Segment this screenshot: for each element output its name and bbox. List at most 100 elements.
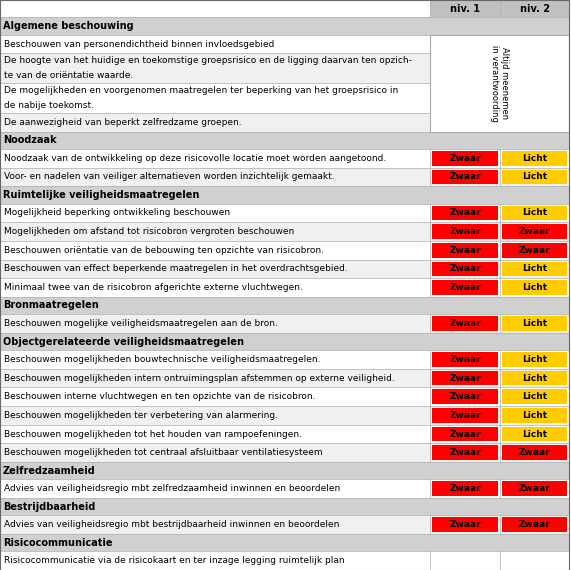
Bar	[0, 186, 569, 203]
Bar	[0, 278, 430, 297]
Text: Zelfredzaamheid: Zelfredzaamheid	[3, 466, 96, 475]
Bar	[0, 222, 430, 241]
Text: niv. 2: niv. 2	[520, 3, 549, 14]
Text: Licht: Licht	[522, 411, 547, 420]
Text: Zwaar: Zwaar	[449, 430, 481, 438]
Bar	[430, 369, 500, 388]
Text: Zwaar: Zwaar	[449, 484, 481, 493]
Text: de nabije toekomst.: de nabije toekomst.	[4, 101, 94, 110]
Bar	[430, 241, 500, 259]
Bar	[430, 388, 500, 406]
Bar	[0, 203, 430, 222]
Bar	[502, 408, 567, 423]
Bar	[0, 462, 569, 479]
Bar	[0, 297, 569, 314]
Text: Bronmaatregelen: Bronmaatregelen	[3, 300, 99, 311]
Text: Zwaar: Zwaar	[449, 283, 481, 292]
Bar	[500, 314, 569, 333]
Bar	[502, 352, 567, 367]
Bar	[500, 515, 569, 534]
Bar	[0, 515, 430, 534]
Text: Voor- en nadelen van veiliger alternatieven worden inzichtelijk gemaakt.: Voor- en nadelen van veiliger alternatie…	[4, 173, 335, 181]
Bar	[432, 170, 498, 184]
Text: Beschouwen mogelijkheden bouwtechnische veiligheidsmaatregelen.: Beschouwen mogelijkheden bouwtechnische …	[4, 355, 320, 364]
Text: Beschouwen mogelijkheden tot het houden van rampoefeningen.: Beschouwen mogelijkheden tot het houden …	[4, 430, 302, 438]
Text: Beschouwen mogelijke veiligheidsmaatregelen aan de bron.: Beschouwen mogelijke veiligheidsmaatrege…	[4, 319, 278, 328]
Bar	[0, 406, 430, 425]
Text: Zwaar: Zwaar	[449, 246, 481, 255]
Bar	[432, 481, 498, 496]
Text: Licht: Licht	[522, 392, 547, 401]
Bar	[500, 425, 569, 443]
Text: Risicocommunicatie via de risicokaart en ter inzage legging ruimtelijk plan: Risicocommunicatie via de risicokaart en…	[4, 556, 345, 565]
Bar	[0, 425, 430, 443]
Bar	[430, 203, 500, 222]
Bar	[500, 0, 569, 18]
Bar	[0, 333, 569, 350]
Bar	[502, 151, 567, 166]
Bar	[500, 241, 569, 259]
Text: Beschouwen mogelijkheden intern ontruimingsplan afstemmen op externe veiligheid.: Beschouwen mogelijkheden intern ontruimi…	[4, 374, 395, 382]
Text: Licht: Licht	[522, 374, 547, 382]
Text: Licht: Licht	[522, 430, 547, 438]
Bar	[502, 170, 567, 184]
Text: Zwaar: Zwaar	[449, 319, 481, 328]
Bar	[502, 316, 567, 331]
Bar	[500, 479, 569, 498]
Bar	[430, 35, 500, 54]
Text: Algemene beschouwing: Algemene beschouwing	[3, 21, 134, 31]
Bar	[432, 206, 498, 220]
Bar	[430, 479, 500, 498]
Bar	[500, 369, 569, 388]
Text: Zwaar: Zwaar	[449, 227, 481, 236]
Bar	[432, 371, 498, 385]
Text: Licht: Licht	[522, 319, 547, 328]
Bar	[430, 314, 500, 333]
Bar	[432, 316, 498, 331]
Bar	[500, 83, 569, 113]
Text: Beschouwen van effect beperkende maatregelen in het overdrachtsgebied.: Beschouwen van effect beperkende maatreg…	[4, 264, 348, 274]
Text: Zwaar: Zwaar	[518, 484, 550, 493]
Text: Zwaar: Zwaar	[449, 209, 481, 218]
Bar	[502, 224, 567, 239]
Bar	[0, 0, 430, 18]
Bar	[430, 149, 500, 168]
Text: De aanwezigheid van beperkt zelfredzame groepen.: De aanwezigheid van beperkt zelfredzame …	[4, 118, 242, 127]
Bar	[432, 243, 498, 258]
Text: Beschouwen mogelijkheden ter verbetering van alarmering.: Beschouwen mogelijkheden ter verbetering…	[4, 411, 278, 420]
Bar	[432, 408, 498, 423]
Bar	[430, 222, 500, 241]
Bar	[430, 0, 500, 18]
Bar	[0, 83, 430, 113]
Bar	[432, 151, 498, 166]
Text: Bestrijdbaarheid: Bestrijdbaarheid	[3, 502, 95, 512]
Text: Licht: Licht	[522, 173, 547, 181]
Bar	[500, 203, 569, 222]
Bar	[500, 551, 569, 570]
Text: Zwaar: Zwaar	[449, 355, 481, 364]
Bar	[432, 518, 498, 532]
Bar	[430, 278, 500, 297]
Bar	[502, 445, 567, 460]
Text: De hoogte van het huidige en toekomstige groepsrisico en de ligging daarvan ten : De hoogte van het huidige en toekomstige…	[4, 56, 412, 66]
Bar	[430, 443, 500, 462]
Bar	[0, 443, 430, 462]
Text: Risicocommunicatie: Risicocommunicatie	[3, 538, 112, 548]
Bar	[0, 534, 569, 551]
Bar	[0, 241, 430, 259]
Bar	[432, 280, 498, 295]
Bar	[430, 406, 500, 425]
Bar	[430, 83, 500, 113]
Bar	[502, 371, 567, 385]
Text: Beschouwen oriëntatie van de bebouwing ten opzichte van risicobron.: Beschouwen oriëntatie van de bebouwing t…	[4, 246, 324, 255]
Text: Ruimtelijke veiligheidsmaatregelen: Ruimtelijke veiligheidsmaatregelen	[3, 190, 199, 200]
Text: Licht: Licht	[522, 154, 547, 163]
Bar	[500, 168, 569, 186]
Bar	[0, 18, 569, 35]
Bar	[430, 551, 500, 570]
Text: Licht: Licht	[522, 264, 547, 274]
Text: Zwaar: Zwaar	[518, 227, 550, 236]
Text: Licht: Licht	[522, 355, 547, 364]
Text: Zwaar: Zwaar	[518, 246, 550, 255]
Bar	[430, 425, 500, 443]
